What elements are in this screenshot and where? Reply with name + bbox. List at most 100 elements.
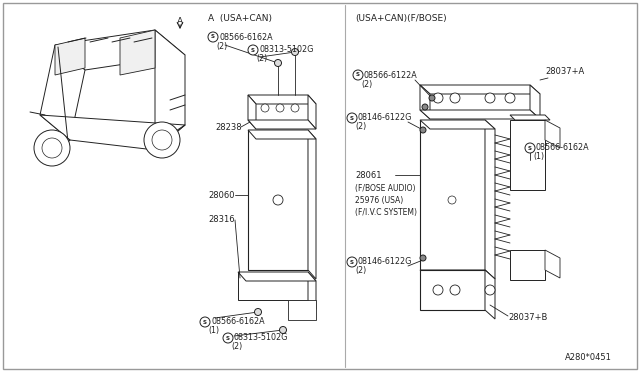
Circle shape [420, 127, 426, 133]
Text: (2): (2) [355, 266, 366, 276]
Polygon shape [40, 45, 85, 140]
Text: A280*0451: A280*0451 [565, 353, 612, 362]
Polygon shape [510, 250, 545, 280]
Circle shape [223, 333, 233, 343]
Circle shape [208, 32, 218, 42]
Text: 28037+B: 28037+B [508, 314, 547, 323]
Circle shape [276, 104, 284, 112]
Text: 28061: 28061 [355, 170, 381, 180]
Text: (F/BOSE AUDIO): (F/BOSE AUDIO) [355, 183, 415, 192]
Polygon shape [248, 95, 256, 129]
Polygon shape [288, 300, 316, 320]
Text: 08146-6122G: 08146-6122G [358, 113, 412, 122]
Polygon shape [510, 120, 545, 190]
Circle shape [429, 95, 435, 101]
Text: (1): (1) [208, 327, 219, 336]
Polygon shape [420, 120, 485, 270]
Polygon shape [420, 270, 495, 279]
Polygon shape [420, 85, 430, 119]
Text: (2): (2) [216, 42, 227, 51]
Circle shape [255, 308, 262, 315]
Polygon shape [248, 95, 316, 104]
Text: S: S [203, 320, 207, 324]
Circle shape [347, 113, 357, 123]
Polygon shape [530, 85, 540, 119]
Circle shape [485, 285, 495, 295]
Text: 08566-6162A: 08566-6162A [536, 144, 589, 153]
Polygon shape [420, 120, 495, 129]
Text: 08313-5102G: 08313-5102G [234, 334, 289, 343]
Circle shape [353, 70, 363, 80]
Circle shape [420, 255, 426, 261]
Circle shape [347, 257, 357, 267]
Circle shape [261, 104, 269, 112]
Polygon shape [238, 272, 316, 281]
Polygon shape [120, 30, 155, 75]
Polygon shape [248, 130, 308, 270]
Circle shape [422, 104, 428, 110]
Circle shape [280, 327, 287, 334]
Text: 28316: 28316 [208, 215, 235, 224]
Circle shape [152, 130, 172, 150]
Polygon shape [420, 110, 540, 119]
Circle shape [42, 138, 62, 158]
Text: 28238: 28238 [215, 122, 242, 131]
Text: S: S [226, 336, 230, 340]
Circle shape [34, 130, 70, 166]
Text: 25976 (USA): 25976 (USA) [355, 196, 403, 205]
Circle shape [273, 195, 283, 205]
Text: (F/I.V.C SYSTEM): (F/I.V.C SYSTEM) [355, 208, 417, 217]
Text: (USA+CAN)(F/BOSE): (USA+CAN)(F/BOSE) [355, 13, 447, 22]
Polygon shape [40, 115, 185, 150]
Circle shape [505, 93, 515, 103]
Text: 08313-5102G: 08313-5102G [259, 45, 314, 55]
Polygon shape [420, 85, 540, 94]
Polygon shape [308, 272, 316, 309]
Text: S: S [528, 145, 532, 151]
Text: 08566-6122A: 08566-6122A [364, 71, 418, 80]
Polygon shape [510, 115, 550, 120]
Text: A  (USA+CAN): A (USA+CAN) [208, 13, 272, 22]
Polygon shape [55, 30, 185, 70]
Polygon shape [248, 130, 316, 139]
Polygon shape [485, 120, 495, 279]
Text: S: S [211, 35, 215, 39]
Polygon shape [545, 250, 560, 278]
Text: (2): (2) [231, 343, 243, 352]
Polygon shape [308, 95, 316, 129]
Text: (2): (2) [256, 55, 268, 64]
Text: S: S [251, 48, 255, 52]
Text: S: S [350, 115, 354, 121]
Text: (1): (1) [533, 153, 544, 161]
Circle shape [144, 122, 180, 158]
Text: (2): (2) [355, 122, 366, 131]
Polygon shape [485, 270, 495, 319]
Polygon shape [238, 272, 308, 300]
Text: 08566-6162A: 08566-6162A [211, 317, 264, 327]
Text: 28060: 28060 [208, 190, 234, 199]
Circle shape [291, 48, 298, 55]
Circle shape [248, 45, 258, 55]
Circle shape [275, 60, 282, 67]
Text: (2): (2) [361, 80, 372, 89]
Polygon shape [155, 30, 185, 150]
Text: 08146-6122G: 08146-6122G [358, 257, 412, 266]
Text: 28037+A: 28037+A [545, 67, 584, 77]
Text: A: A [177, 17, 183, 26]
Polygon shape [248, 120, 316, 129]
Circle shape [200, 317, 210, 327]
Polygon shape [55, 38, 85, 75]
Text: S: S [356, 73, 360, 77]
Circle shape [433, 93, 443, 103]
Polygon shape [308, 130, 316, 279]
Text: 08566-6162A: 08566-6162A [219, 32, 273, 42]
Circle shape [450, 285, 460, 295]
Circle shape [433, 285, 443, 295]
Circle shape [525, 143, 535, 153]
Polygon shape [420, 270, 485, 310]
Circle shape [450, 93, 460, 103]
Circle shape [448, 196, 456, 204]
Circle shape [485, 93, 495, 103]
Polygon shape [545, 120, 560, 148]
Text: S: S [350, 260, 354, 264]
